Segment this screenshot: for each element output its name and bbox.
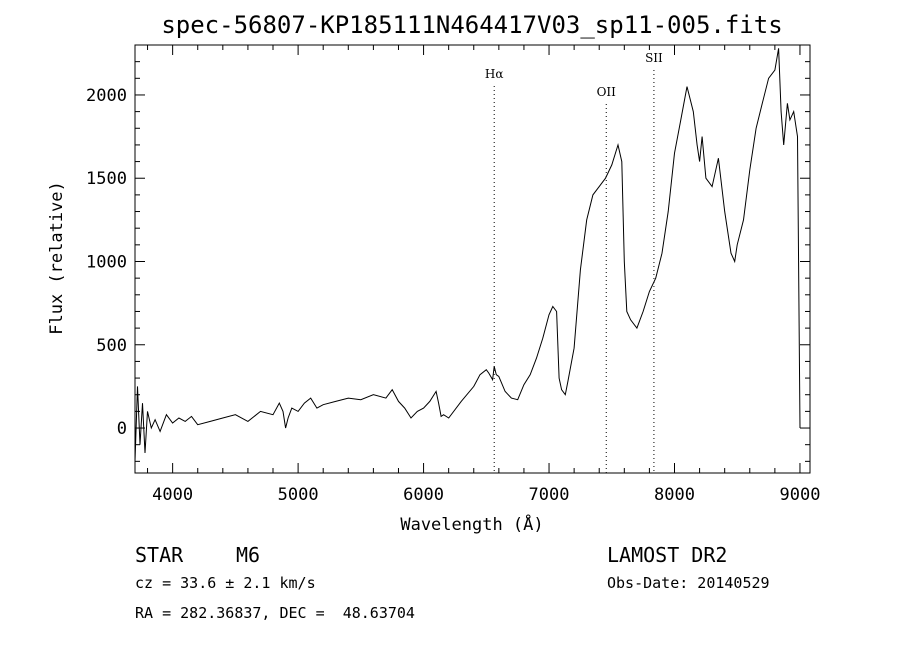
y-tick-label: 2000 bbox=[86, 86, 127, 106]
line-marker-label: OII bbox=[597, 85, 617, 99]
redshift-readout: cz = 33.6 ± 2.1 km/s bbox=[135, 574, 316, 592]
x-tick-label: 8000 bbox=[654, 485, 695, 505]
coordinates: RA = 282.36837, DEC = 48.63704 bbox=[135, 604, 415, 622]
plot-frame bbox=[134, 44, 811, 474]
x-tick-label: 5000 bbox=[278, 485, 319, 505]
x-tick-label: 4000 bbox=[152, 485, 193, 505]
object-type: STAR bbox=[135, 543, 184, 567]
y-axis-title: Flux (relative) bbox=[47, 181, 67, 335]
y-tick-label: 1500 bbox=[86, 169, 127, 189]
spectral-subclass: M6 bbox=[236, 543, 261, 567]
y-tick-label: 500 bbox=[96, 336, 127, 356]
y-tick-label: 1000 bbox=[86, 252, 127, 272]
x-tick-label: 7000 bbox=[529, 485, 570, 505]
survey-label: LAMOST DR2 bbox=[607, 543, 728, 567]
y-tick-label: 0 bbox=[117, 419, 127, 439]
x-tick-label: 9000 bbox=[779, 485, 820, 505]
spectrum-line bbox=[134, 48, 801, 462]
line-marker-label: SII bbox=[645, 51, 663, 65]
line-marker-label: Hα bbox=[485, 67, 504, 81]
chart-title: spec-56807-KP185111N464417V03_sp11-005.f… bbox=[161, 11, 782, 39]
obs-date: Obs-Date: 20140529 bbox=[607, 574, 770, 592]
x-tick-label: 6000 bbox=[403, 485, 444, 505]
x-axis-title: Wavelength (Å) bbox=[400, 513, 543, 535]
plot-area: 4000 5000 6000 7000 8000 9000 0 500 1000 1500 2000… bbox=[86, 44, 820, 505]
